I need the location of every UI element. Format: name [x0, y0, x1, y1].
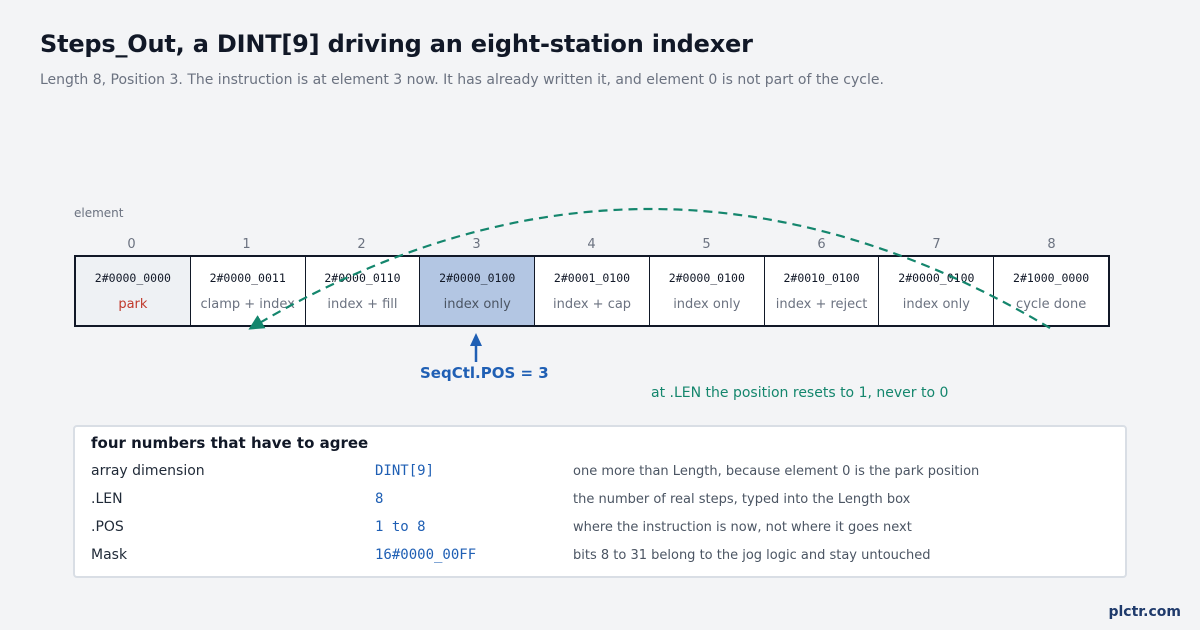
- cell-bits: 2#0000_0100: [898, 270, 975, 285]
- row-name: .LEN: [91, 491, 123, 507]
- element-index: 4: [587, 237, 596, 252]
- element-index: 8: [1047, 237, 1056, 252]
- position-pointer-label: SeqCtl.POS = 3: [420, 364, 549, 382]
- page-title: Steps_Out, a DINT[9] driving an eight-st…: [40, 30, 753, 58]
- row-value: 1 to 8: [375, 519, 426, 535]
- cell-desc: index + fill: [327, 296, 398, 312]
- agreement-panel: four numbers that have to agree array di…: [73, 425, 1127, 578]
- element-index: 5: [702, 237, 711, 252]
- cell-desc: cycle done: [1016, 296, 1087, 312]
- array-cell: 2#0000_0100 index only: [649, 257, 765, 325]
- array-cell: 2#0000_0110 index + fill: [305, 257, 421, 325]
- row-note: bits 8 to 31 belong to the jog logic and…: [573, 548, 931, 563]
- row-value: DINT[9]: [375, 463, 435, 479]
- panel-row: Mask 16#0000_00FF bits 8 to 31 belong to…: [91, 547, 1111, 567]
- cell-bits: 2#0000_0100: [439, 270, 516, 285]
- row-name: array dimension: [91, 463, 205, 479]
- element-index: 6: [817, 237, 826, 252]
- cell-desc: index only: [902, 296, 970, 312]
- element-index: 2: [357, 237, 366, 252]
- array-cells: 2#0000_0000 park 2#0000_0011 clamp + ind…: [74, 255, 1110, 327]
- array-cell: 2#1000_0000 cycle done: [994, 257, 1109, 325]
- element-index: 3: [472, 237, 481, 252]
- wrap-note: at .LEN the position resets to 1, never …: [651, 385, 949, 401]
- panel-title: four numbers that have to agree: [91, 434, 369, 452]
- array-cell-current: 2#0000_0100 index only: [420, 257, 536, 325]
- cell-bits: 2#0010_0100: [783, 270, 860, 285]
- cell-desc: index + reject: [775, 296, 868, 312]
- array-cell: 2#0010_0100 index + reject: [764, 257, 880, 325]
- cell-bits: 2#0000_0000: [94, 270, 171, 285]
- array-cell: 2#0000_0100 index only: [879, 257, 995, 325]
- panel-row: .POS 1 to 8 where the instruction is now…: [91, 519, 1111, 539]
- cell-bits: 2#0000_0110: [324, 270, 401, 285]
- element-index: 1: [242, 237, 251, 252]
- cell-desc: index only: [673, 296, 741, 312]
- row-note: the number of real steps, typed into the…: [573, 492, 911, 507]
- wrap-arrow: [248, 207, 1051, 330]
- array-cell: 2#0001_0100 index + cap: [535, 257, 650, 325]
- row-value: 8: [375, 491, 384, 507]
- cell-bits: 2#0000_0100: [668, 270, 745, 285]
- array-cell: 2#0000_0011 clamp + index: [190, 257, 306, 325]
- element-index-row: 0 1 2 3 4 5 6 7 8: [74, 237, 1110, 253]
- panel-row: .LEN 8 the number of real steps, typed i…: [91, 491, 1111, 511]
- row-name: Mask: [91, 547, 128, 563]
- cell-bits: 2#0001_0100: [553, 270, 631, 285]
- cell-desc: index + cap: [552, 296, 632, 312]
- position-pointer-arrow: [470, 333, 482, 362]
- row-note: one more than Length, because element 0 …: [573, 464, 980, 479]
- panel-row: array dimension DINT[9] one more than Le…: [91, 463, 1111, 483]
- row-name: .POS: [91, 519, 124, 535]
- cell-desc: park: [118, 296, 148, 312]
- brand-logo-text[interactable]: plctr.com: [1108, 604, 1181, 620]
- cell-bits: 2#1000_0000: [1013, 270, 1090, 285]
- row-note: where the instruction is now, not where …: [573, 520, 912, 535]
- element-index: 0: [127, 237, 136, 252]
- element-axis-label: element: [74, 206, 124, 220]
- cell-desc: clamp + index: [200, 296, 295, 312]
- cell-desc: index only: [443, 296, 511, 312]
- array-cell-park: 2#0000_0000 park: [76, 257, 191, 325]
- page-subtitle: Length 8, Position 3. The instruction is…: [40, 72, 884, 88]
- row-value: 16#0000_00FF: [375, 547, 477, 563]
- element-index: 7: [932, 237, 941, 252]
- cell-bits: 2#0000_0011: [209, 270, 286, 285]
